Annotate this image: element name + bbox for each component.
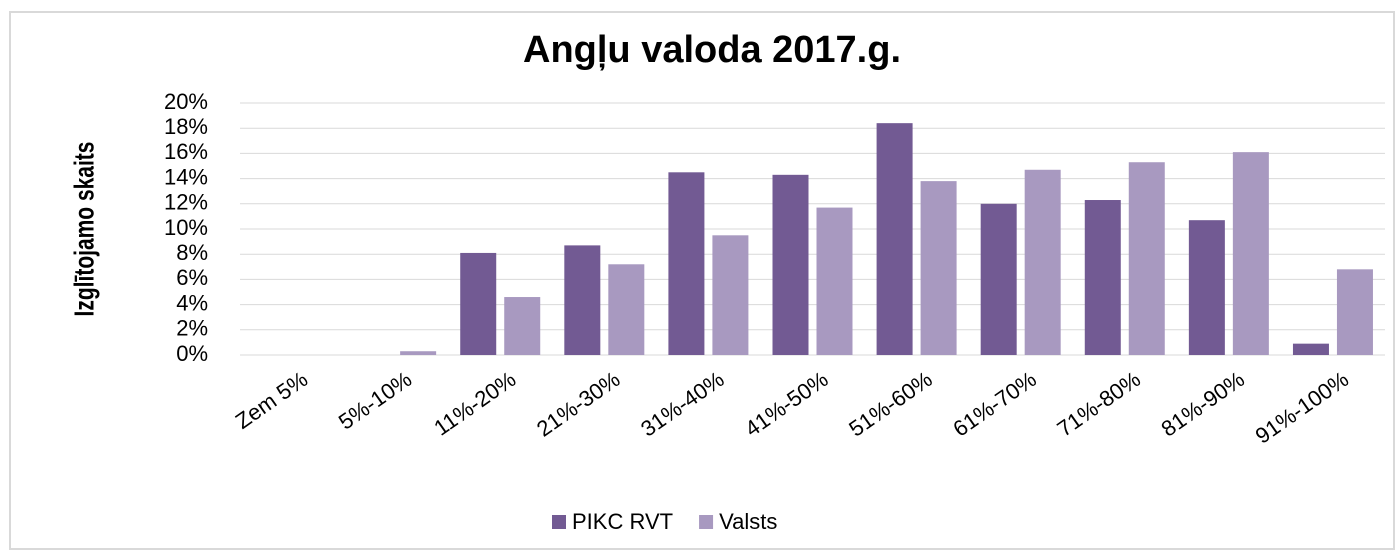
bar <box>1084 200 1121 355</box>
bar <box>400 351 437 355</box>
y-tick-label: 4% <box>176 290 208 315</box>
bar <box>772 174 809 355</box>
y-tick-label: 14% <box>164 164 208 189</box>
bar <box>876 123 913 355</box>
legend-swatch <box>552 515 566 529</box>
legend-label: Valsts <box>719 509 777 534</box>
y-tick-label: 20% <box>164 89 208 114</box>
chart-title: Angļu valoda 2017.g. <box>523 29 901 71</box>
y-axis-label: Izglītojamo skaits <box>70 142 101 317</box>
y-tick-label: 18% <box>164 114 208 139</box>
bar <box>1188 220 1225 355</box>
y-tick-label: 10% <box>164 215 208 240</box>
bar <box>460 252 497 355</box>
legend-label: PIKC RVT <box>572 509 673 534</box>
y-tick-label: 12% <box>164 190 208 215</box>
bar <box>980 203 1017 355</box>
bar <box>1128 162 1165 355</box>
bar <box>1292 343 1329 355</box>
bar <box>608 264 645 355</box>
y-tick-label: 8% <box>176 240 208 265</box>
y-tick-label: 6% <box>176 265 208 290</box>
bar <box>712 235 749 355</box>
y-tick-label: 0% <box>176 341 208 366</box>
bar <box>564 245 601 355</box>
bar <box>920 181 957 355</box>
bar <box>668 172 705 355</box>
bar <box>1336 269 1373 355</box>
bar <box>504 297 541 355</box>
legend-swatch <box>699 515 714 529</box>
bar <box>816 207 853 355</box>
y-tick-label: 16% <box>164 139 208 164</box>
y-tick-label: 2% <box>176 316 208 341</box>
bar <box>1232 152 1269 355</box>
bar <box>1024 169 1061 355</box>
